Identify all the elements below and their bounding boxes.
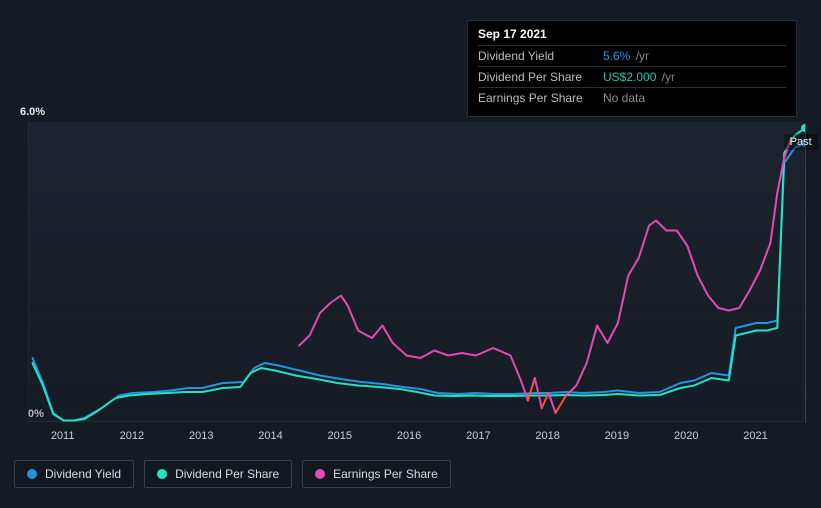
tooltip-row-label: Dividend Per Share xyxy=(478,70,603,84)
x-axis-labels: 2011 2012 2013 2014 2015 2016 2017 2018 2019 2020… xyxy=(28,430,804,448)
tooltip-row-value: US$2.000 /yr xyxy=(603,70,675,84)
legend-label: Dividend Yield xyxy=(45,467,121,481)
y-axis-label-max: 6.0% xyxy=(20,106,45,118)
x-axis-tick: 2021 xyxy=(743,430,767,442)
tooltip-row-value: 5.6% /yr xyxy=(603,49,649,63)
x-axis-tick: 2015 xyxy=(328,430,352,442)
x-axis-tick: 2011 xyxy=(51,430,75,442)
hover-cursor-line xyxy=(805,123,806,423)
dividend-chart: 6.0% 0% Past 201120122013201420152016201… xyxy=(14,100,809,460)
legend-item[interactable]: Earnings Per Share xyxy=(302,460,451,488)
chart-lines xyxy=(29,123,805,423)
past-badge: Past xyxy=(784,134,818,150)
x-axis-tick: 2017 xyxy=(466,430,490,442)
tooltip-row: Dividend Per ShareUS$2.000 /yr xyxy=(478,66,786,87)
x-axis-tick: 2012 xyxy=(120,430,144,442)
legend-swatch-icon xyxy=(157,469,167,479)
legend-label: Dividend Per Share xyxy=(175,467,279,481)
tooltip-row: Dividend Yield5.6% /yr xyxy=(478,45,786,66)
x-axis-tick: 2013 xyxy=(189,430,213,442)
tooltip-date: Sep 17 2021 xyxy=(478,27,786,45)
legend-swatch-icon xyxy=(315,469,325,479)
tooltip-row-label: Dividend Yield xyxy=(478,49,603,63)
legend-swatch-icon xyxy=(27,469,37,479)
x-axis-tick: 2020 xyxy=(674,430,698,442)
legend-item[interactable]: Dividend Per Share xyxy=(144,460,292,488)
x-axis-tick: 2014 xyxy=(258,430,282,442)
legend-label: Earnings Per Share xyxy=(333,467,438,481)
x-axis-tick: 2016 xyxy=(397,430,421,442)
plot-area[interactable]: Past xyxy=(28,122,804,422)
x-axis-tick: 2018 xyxy=(535,430,559,442)
chart-legend: Dividend Yield Dividend Per Share Earnings… xyxy=(14,460,451,488)
x-axis-tick: 2019 xyxy=(605,430,629,442)
legend-item[interactable]: Dividend Yield xyxy=(14,460,134,488)
